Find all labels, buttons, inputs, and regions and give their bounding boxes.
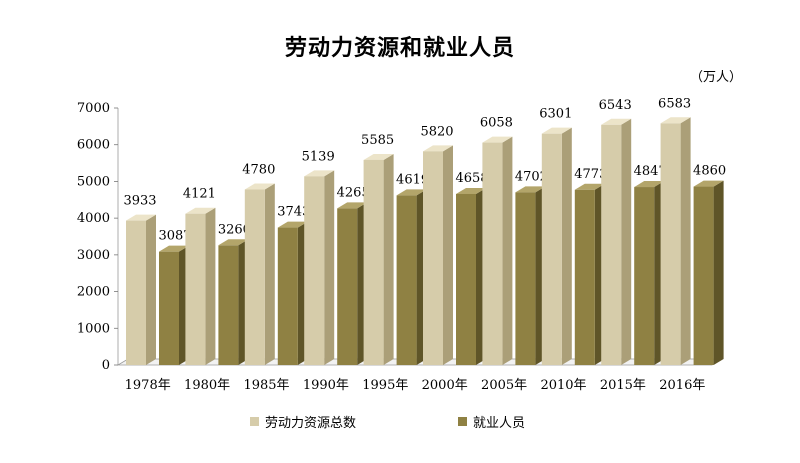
bar-employed-9 xyxy=(693,186,714,365)
bar-employed-3-top xyxy=(337,202,368,209)
legend-label-labor: 劳动力资源总数 xyxy=(265,416,357,431)
y-tick-label-4: 4000 xyxy=(77,211,110,226)
data-label-employed-3: 4265 xyxy=(337,185,370,200)
bar-employed-8-top xyxy=(634,181,665,188)
data-label-labor-6: 6058 xyxy=(480,116,513,131)
bar-labor-6-side xyxy=(502,136,513,365)
data-label-employed-8: 4847 xyxy=(634,164,667,179)
x-tick-label-0: 1978年 xyxy=(125,378,171,393)
data-label-employed-7: 4773 xyxy=(574,167,607,182)
x-tick-label-4: 1995年 xyxy=(362,378,408,393)
bar-employed-5-top xyxy=(456,187,486,194)
bar-labor-6 xyxy=(482,142,503,365)
bar-labor-5-side xyxy=(443,145,453,365)
chart-title: 劳动力资源和就业人员 xyxy=(284,36,515,61)
data-label-labor-1: 4121 xyxy=(183,187,216,202)
bar-labor-4-side xyxy=(383,153,394,365)
bar-employed-4-top xyxy=(396,189,427,196)
data-label-employed-0: 3087 xyxy=(158,229,191,244)
data-label-employed-4: 4619 xyxy=(396,172,429,187)
bar-labor-8-top xyxy=(601,118,632,125)
unit-label: （万人） xyxy=(690,70,743,85)
data-label-employed-5: 4658 xyxy=(455,171,488,186)
bar-employed-1 xyxy=(218,245,239,365)
legend-label-employed: 就业人员 xyxy=(473,416,526,431)
bar-labor-9 xyxy=(660,123,681,365)
bar-labor-5 xyxy=(423,151,443,365)
bar-labor-1-side xyxy=(205,207,216,365)
y-tick-label-5: 5000 xyxy=(77,174,110,189)
bar-labor-2 xyxy=(244,189,265,365)
bar-labor-6-top xyxy=(482,136,513,143)
bar-labor-8-side xyxy=(621,118,632,365)
bar-labor-4 xyxy=(363,159,384,365)
bar-employed-9-top xyxy=(693,180,724,187)
data-label-labor-7: 6301 xyxy=(539,107,572,122)
bar-labor-1 xyxy=(185,213,206,365)
data-label-labor-8: 6543 xyxy=(599,98,632,113)
data-label-labor-0: 3933 xyxy=(123,194,156,209)
bar-labor-9-side xyxy=(680,117,691,365)
x-tick-label-9: 2016年 xyxy=(659,378,705,393)
bar-labor-3-top xyxy=(304,170,335,177)
bar-labor-0 xyxy=(126,220,146,365)
bar-labor-2-top xyxy=(244,183,275,190)
bar-employed-0-top xyxy=(159,245,189,252)
y-tick-label-7: 7000 xyxy=(77,101,110,116)
bar-labor-3-side xyxy=(324,170,335,365)
x-tick-label-3: 1990年 xyxy=(303,378,349,393)
bar-labor-7-side xyxy=(561,127,572,365)
x-tick-label-5: 2000年 xyxy=(422,378,468,393)
bar-labor-5-top xyxy=(423,145,453,152)
x-tick-label-7: 2010年 xyxy=(540,378,586,393)
x-tick-label-1: 1980年 xyxy=(184,378,230,393)
y-tick-label-6: 6000 xyxy=(77,138,110,153)
bar-labor-8 xyxy=(601,124,622,365)
y-tick-label-3: 3000 xyxy=(77,248,110,263)
bar-employed-6 xyxy=(515,192,536,365)
bar-employed-9-side xyxy=(713,180,724,365)
bar-labor-7-top xyxy=(541,127,572,134)
data-label-employed-1: 3260 xyxy=(218,222,251,237)
bar-employed-2-top xyxy=(277,221,308,228)
bar-labor-7 xyxy=(541,133,562,365)
bar-labor-0-top xyxy=(126,214,156,221)
bar-employed-6-top xyxy=(515,186,546,193)
x-tick-label-6: 2005年 xyxy=(481,378,527,393)
data-label-labor-9: 6583 xyxy=(658,96,691,111)
bar-labor-9-top xyxy=(660,117,691,124)
bar-labor-2-side xyxy=(264,183,275,365)
legend-item-employed: 就业人员 xyxy=(458,412,525,431)
bar-employed-3 xyxy=(337,208,358,365)
x-tick-label-8: 2015年 xyxy=(600,378,646,393)
legend-swatch-labor xyxy=(250,417,259,426)
y-tick-label-0: 0 xyxy=(102,358,110,373)
bar-employed-1-top xyxy=(218,239,249,246)
bar-employed-8 xyxy=(634,187,655,365)
bar-labor-4-top xyxy=(363,153,394,160)
data-label-employed-2: 3743 xyxy=(277,205,310,220)
bar-employed-7-top xyxy=(574,183,605,190)
legend-swatch-employed xyxy=(458,417,467,426)
legend-item-labor: 劳动力资源总数 xyxy=(250,412,356,431)
bar-labor-1-top xyxy=(185,207,216,214)
data-label-labor-4: 5585 xyxy=(361,133,394,148)
x-tick-label-2: 1985年 xyxy=(243,378,289,393)
data-label-labor-2: 4780 xyxy=(242,163,275,178)
bar-employed-2 xyxy=(277,227,298,365)
bar-labor-0-side xyxy=(146,214,156,365)
bar-employed-5 xyxy=(456,193,476,365)
y-tick-label-1: 1000 xyxy=(77,321,110,336)
bar-employed-4 xyxy=(396,195,417,365)
bar-employed-7 xyxy=(574,189,595,365)
bar-labor-3 xyxy=(304,176,325,365)
data-label-labor-5: 5820 xyxy=(420,124,453,139)
data-label-labor-3: 5139 xyxy=(302,149,335,164)
y-tick-label-2: 2000 xyxy=(77,285,110,300)
data-label-employed-6: 4702 xyxy=(515,169,548,184)
data-label-employed-9: 4860 xyxy=(693,164,726,179)
bar-employed-0 xyxy=(159,251,179,365)
